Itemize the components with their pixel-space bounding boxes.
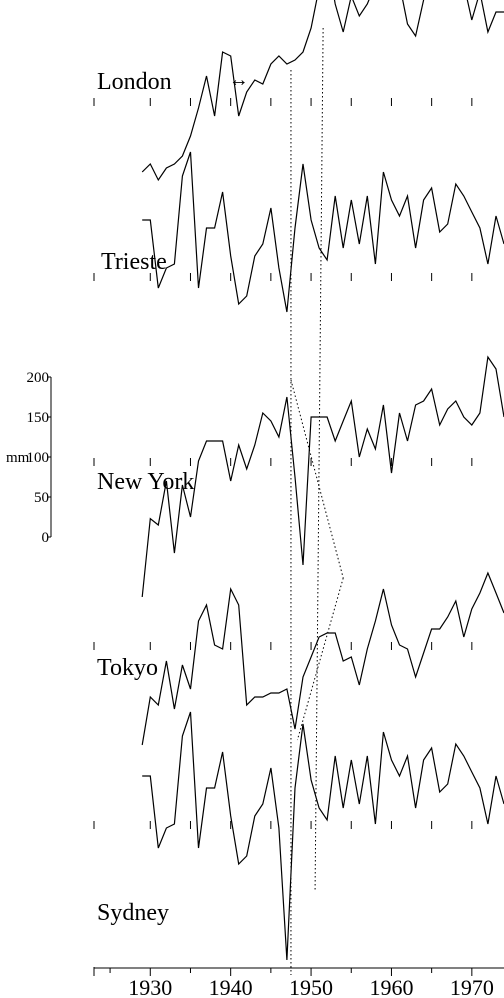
guide-lines xyxy=(290,27,344,975)
scale-tick-label: 100 xyxy=(27,450,50,466)
x-tick-label: 1950 xyxy=(289,975,333,998)
series-label: Sydney xyxy=(97,900,169,926)
series-trieste: Trieste xyxy=(93,151,504,313)
scale-tick-label: 0 xyxy=(42,530,50,546)
series-line xyxy=(142,151,504,313)
series-label: Trieste xyxy=(101,249,167,275)
tick-row xyxy=(93,821,473,829)
series-tokyo: Tokyo xyxy=(93,571,504,746)
tick-row xyxy=(93,642,473,650)
scale-tick-label: 150 xyxy=(27,410,50,426)
unit-label: mm xyxy=(6,450,30,466)
x-tick-label: 1960 xyxy=(369,975,413,998)
series-line xyxy=(141,355,504,598)
series-line xyxy=(141,0,504,182)
x-tick-label: 1930 xyxy=(128,975,172,998)
scale-tick-label: 50 xyxy=(34,490,49,506)
series-new-york: New York xyxy=(93,355,504,598)
tick-row xyxy=(93,458,473,466)
scale-bar: mm 0 50 100 150 200 xyxy=(6,370,52,546)
guide-line xyxy=(314,27,324,891)
series-line xyxy=(141,571,504,746)
series-label: London xyxy=(97,69,172,95)
guide-line xyxy=(290,379,344,579)
scale-tick-label: 200 xyxy=(27,370,50,386)
series-group: London Trieste New York Tokyo Sydney xyxy=(93,0,504,961)
x-tick-label: 1970 xyxy=(450,975,494,998)
double-arrow-icon: ↔ xyxy=(229,69,249,91)
series-london: London xyxy=(93,0,504,182)
series-label: Tokyo xyxy=(97,655,158,681)
x-axis: 1930 1940 1950 1960 1970 xyxy=(93,967,504,998)
series-line xyxy=(142,711,504,961)
tick-row xyxy=(93,273,473,281)
guide-line xyxy=(296,577,344,741)
series-label: New York xyxy=(97,469,194,495)
series-sydney: Sydney xyxy=(93,711,504,961)
x-tick-label: 1940 xyxy=(209,975,253,998)
tick-row xyxy=(93,98,473,106)
